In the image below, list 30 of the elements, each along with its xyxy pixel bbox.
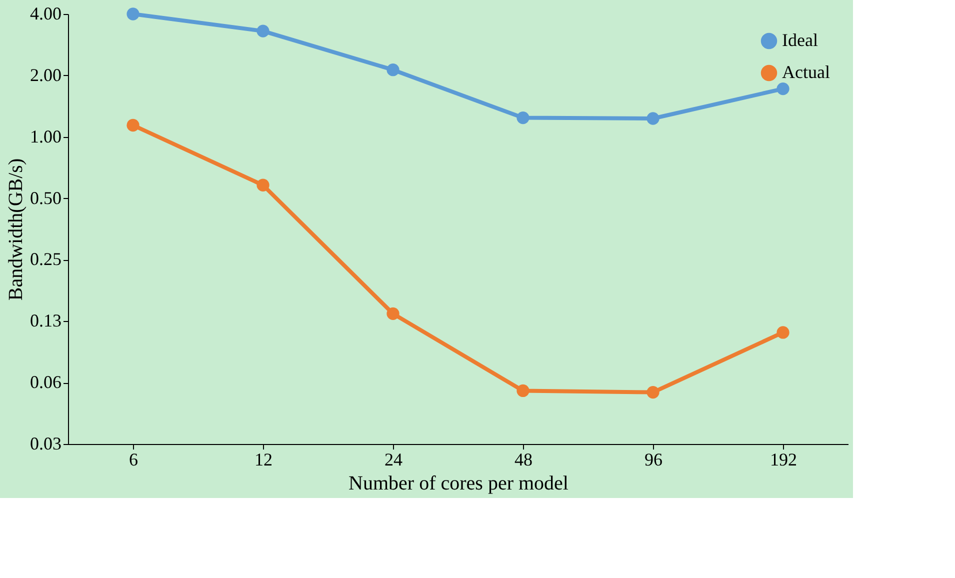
- y-tick-label: 2.00: [30, 64, 62, 85]
- y-tick-label: 0.50: [30, 188, 62, 208]
- point: [256, 24, 270, 38]
- point: [776, 326, 790, 339]
- point: [256, 178, 270, 192]
- x-tick-label: 24: [384, 450, 402, 470]
- x-tick-label: 48: [514, 450, 532, 470]
- point: [126, 118, 140, 132]
- y-tick-label: 1.00: [30, 126, 62, 146]
- y-tick-label: 0.03: [30, 434, 62, 454]
- point: [386, 307, 400, 320]
- point: [516, 384, 530, 398]
- y-axis-title: Bandwidth(GB/s): [5, 158, 27, 301]
- y-tick-label: 4.00: [30, 4, 62, 24]
- x-tick-label: 96: [644, 450, 662, 470]
- point: [776, 82, 790, 96]
- point: [386, 64, 400, 76]
- legend-label: Actual: [782, 62, 830, 82]
- point: [646, 386, 660, 399]
- point: [516, 111, 530, 124]
- legend-label: Ideal: [782, 30, 818, 50]
- x-axis-title: Number of cores per model: [348, 472, 569, 494]
- x-tick-label: 12: [254, 450, 272, 470]
- point: [126, 8, 140, 20]
- x-tick-label: 6: [129, 450, 138, 470]
- y-tick-label: 0.13: [30, 310, 62, 331]
- y-tick-label: 0.25: [30, 249, 62, 270]
- x-tick-label: 192: [770, 450, 797, 470]
- point: [646, 112, 660, 125]
- y-tick-label: 0.06: [30, 372, 62, 392]
